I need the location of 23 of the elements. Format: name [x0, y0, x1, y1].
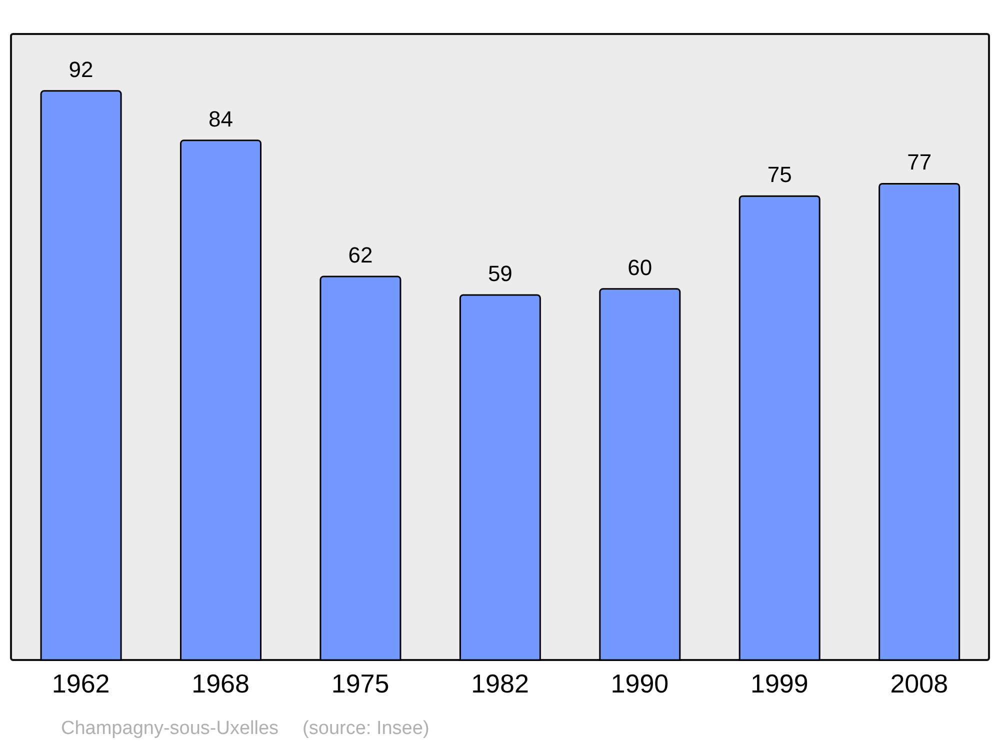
x-tick-label: 2008 [890, 668, 948, 698]
bar [320, 276, 402, 661]
text: (source: Insee) [302, 718, 430, 740]
x-tick-label: 1990 [610, 668, 669, 698]
data-label: 77 [907, 150, 932, 175]
data-label: 59 [488, 261, 512, 286]
text: Champagny-sous-Uxelles [61, 718, 279, 740]
bar [738, 195, 820, 661]
data-label: 60 [628, 254, 652, 280]
data-label: 75 [767, 162, 792, 188]
x-tick-label: 1982 [471, 668, 529, 698]
x-tick-label: 1968 [192, 668, 250, 698]
data-label: 62 [348, 242, 373, 268]
data-label: 92 [68, 56, 94, 82]
x-tick-label: 1962 [52, 668, 110, 698]
bar [459, 294, 541, 661]
data-label: 84 [208, 106, 233, 132]
bar [180, 140, 262, 661]
x-tick-label: 1999 [750, 668, 808, 698]
x-tick-label: 1975 [331, 668, 390, 698]
bar [878, 182, 960, 661]
bar [40, 90, 122, 661]
bar [599, 288, 681, 661]
